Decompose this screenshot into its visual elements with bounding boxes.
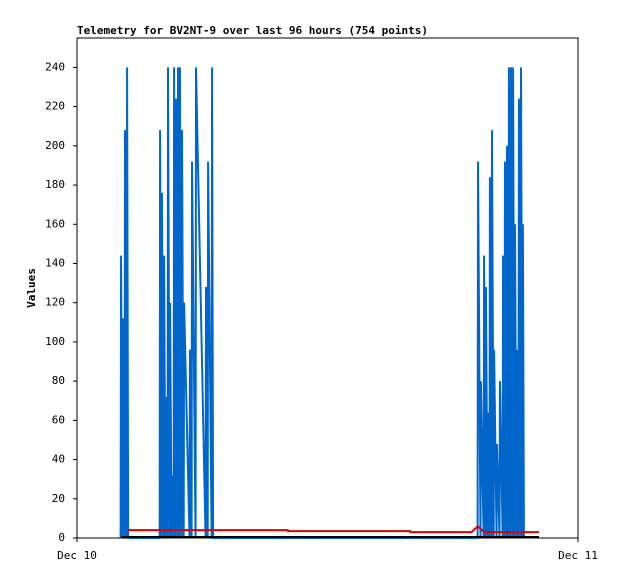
y-tick-label: 80 bbox=[52, 374, 65, 387]
y-tick-label: 120 bbox=[45, 296, 65, 309]
y-tick-label: 20 bbox=[52, 492, 65, 505]
x-tick-label: Dec 10 bbox=[57, 549, 97, 562]
y-tick-label: 160 bbox=[45, 217, 65, 230]
y-tick-label: 0 bbox=[58, 531, 65, 544]
chart-title: Telemetry for BV2NT-9 over last 96 hours… bbox=[77, 24, 428, 37]
y-tick-label: 180 bbox=[45, 178, 65, 191]
x-tick-label: Dec 11 bbox=[558, 549, 598, 562]
y-tick-label: 240 bbox=[45, 60, 65, 73]
y-tick-label: 140 bbox=[45, 256, 65, 269]
y-tick-label: 220 bbox=[45, 100, 65, 113]
y-tick-label: 40 bbox=[52, 453, 65, 466]
y-tick-label: 100 bbox=[45, 335, 65, 348]
y-tick-label: 60 bbox=[52, 413, 65, 426]
series-line bbox=[128, 524, 539, 534]
y-axis-label: Values bbox=[25, 268, 38, 308]
y-tick-label: 200 bbox=[45, 139, 65, 152]
